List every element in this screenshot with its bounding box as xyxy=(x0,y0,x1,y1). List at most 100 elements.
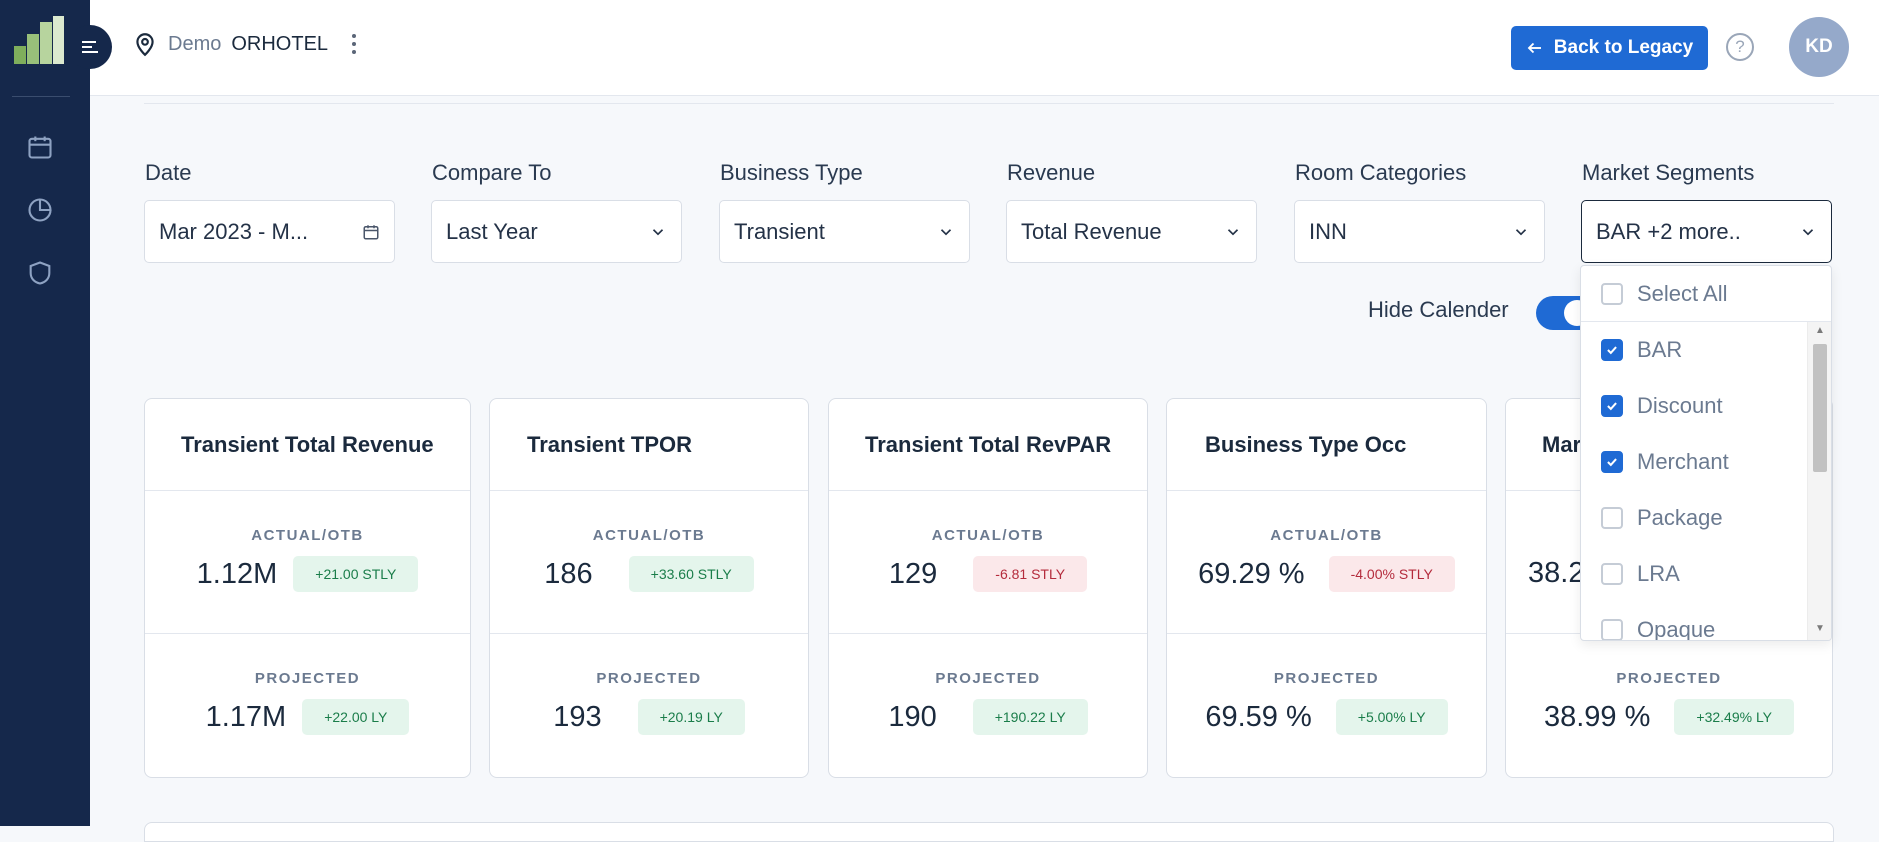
room-categories-select[interactable]: INN xyxy=(1294,200,1545,263)
card-actual-section: ACTUAL/OTB 129 -6.81 STLY xyxy=(829,491,1147,634)
option-label: LRA xyxy=(1637,561,1680,586)
filter-label-date: Date xyxy=(145,160,192,185)
hide-calendar-label: Hide Calender xyxy=(1368,297,1509,322)
option-label: BAR xyxy=(1637,337,1683,362)
pie-chart-icon xyxy=(28,198,52,222)
actual-delta-badge: +33.60 STLY xyxy=(628,556,754,592)
card-projected-section: PROJECTED 69.59 % +5.00% LY xyxy=(1167,634,1486,777)
bottom-panel xyxy=(144,822,1834,842)
card-title: Transient Total RevPAR xyxy=(829,399,1147,491)
date-range-value: Mar 2023 - M... xyxy=(159,218,309,244)
checkbox[interactable] xyxy=(1601,507,1623,529)
app-logo xyxy=(14,16,64,64)
actual-delta-badge: +21.00 STLY xyxy=(293,556,419,592)
location-pin-icon xyxy=(136,33,154,57)
projected-label: PROJECTED xyxy=(1273,670,1380,687)
dropdown-option-discount[interactable]: Discount xyxy=(1581,378,1807,434)
checkbox[interactable] xyxy=(1601,451,1623,473)
projected-delta-badge: +32.49% LY xyxy=(1674,699,1795,735)
checkbox[interactable] xyxy=(1601,395,1623,417)
check-icon xyxy=(1607,346,1617,355)
kpi-card-occupancy: Business Type Occ ACTUAL/OTB 69.29 % -4.0… xyxy=(1166,398,1487,778)
dropdown-option-select-all[interactable]: Select All xyxy=(1581,266,1831,322)
help-icon[interactable]: ? xyxy=(1726,33,1754,61)
projected-label: PROJECTED xyxy=(254,670,361,687)
hotel-selector[interactable]: Demo ORHOTEL xyxy=(132,30,360,58)
projected-value: 1.17M xyxy=(205,700,287,733)
projected-label: PROJECTED xyxy=(1616,670,1722,687)
card-projected-section: PROJECTED 1.17M +22.00 LY xyxy=(145,634,470,777)
card-title: Transient TPOR xyxy=(490,399,808,491)
compare-to-value: Last Year xyxy=(446,218,538,244)
calendar-icon xyxy=(28,136,52,159)
filter-label-revenue: Revenue xyxy=(1007,160,1096,185)
sidebar-item-security[interactable] xyxy=(24,257,56,289)
sidebar-divider xyxy=(12,96,70,97)
scrollbar-thumb[interactable] xyxy=(1813,344,1827,472)
checkbox[interactable] xyxy=(1601,619,1623,640)
actual-value: 38.2 xyxy=(1528,557,1585,589)
filter-label-compare-to: Compare To xyxy=(432,160,552,185)
business-type-value: Transient xyxy=(734,218,825,244)
arrow-left-icon xyxy=(1527,42,1541,54)
market-segments-dropdown: Select All BAR Discount Merchant Package… xyxy=(1580,265,1832,641)
card-actual-section: ACTUAL/OTB 69.29 % -4.00% STLY xyxy=(1167,491,1486,634)
checkbox[interactable] xyxy=(1601,339,1623,361)
sidebar-item-reports[interactable] xyxy=(24,194,56,226)
section-divider xyxy=(144,103,1834,104)
compare-to-select[interactable]: Last Year xyxy=(431,200,682,263)
card-projected-section: PROJECTED 193 +20.19 LY xyxy=(490,634,808,777)
business-type-select[interactable]: Transient xyxy=(719,200,970,263)
shield-icon xyxy=(29,261,51,285)
date-range-picker[interactable]: Mar 2023 - M... xyxy=(144,200,395,263)
scroll-down-icon[interactable]: ▼ xyxy=(1815,623,1825,634)
checkbox[interactable] xyxy=(1601,282,1623,305)
sidebar-item-calendar[interactable] xyxy=(24,131,56,163)
card-actual-section: ACTUAL/OTB 186 +33.60 STLY xyxy=(490,491,808,634)
projected-value: 69.59 % xyxy=(1205,700,1312,733)
projected-value: 190 xyxy=(888,700,937,733)
card-title: Transient Total Revenue xyxy=(145,399,470,491)
filter-label-market-segments: Market Segments xyxy=(1582,160,1755,185)
revenue-select[interactable]: Total Revenue xyxy=(1006,200,1257,263)
dropdown-option-bar[interactable]: BAR xyxy=(1581,322,1807,378)
actual-delta-badge: -6.81 STLY xyxy=(973,556,1088,592)
back-to-legacy-button[interactable]: Back to Legacy xyxy=(1511,26,1708,70)
chevron-down-icon xyxy=(1227,228,1239,235)
actual-label: ACTUAL/OTB xyxy=(592,527,706,544)
chevron-down-icon xyxy=(940,228,952,235)
hotel-prefix: Demo xyxy=(168,32,222,55)
check-icon xyxy=(1607,458,1617,467)
chevron-down-icon xyxy=(1802,228,1814,235)
filter-label-room-categories: Room Categories xyxy=(1295,160,1467,185)
filter-label-business-type: Business Type xyxy=(720,160,863,185)
checkbox[interactable] xyxy=(1601,563,1623,585)
actual-value: 129 xyxy=(888,557,938,590)
dropdown-option-package[interactable]: Package xyxy=(1581,490,1807,546)
more-options-icon[interactable] xyxy=(348,32,360,56)
market-segments-select[interactable]: BAR +2 more.. xyxy=(1581,200,1832,263)
chevron-down-icon xyxy=(652,228,664,235)
dropdown-option-opaque[interactable]: Opaque xyxy=(1581,602,1807,641)
option-label: Discount xyxy=(1637,393,1723,418)
sidebar xyxy=(0,0,90,826)
chevron-down-icon xyxy=(1515,228,1527,235)
option-label: Opaque xyxy=(1637,617,1716,641)
card-projected-section: PROJECTED 38.99 % +32.49% LY xyxy=(1506,634,1832,777)
projected-label: PROJECTED xyxy=(935,670,1041,687)
menu-toggle-button[interactable] xyxy=(68,25,112,69)
menu-icon xyxy=(82,41,98,53)
dropdown-scrollbar[interactable]: ▲ ▼ xyxy=(1807,322,1831,640)
dropdown-option-merchant[interactable]: Merchant xyxy=(1581,434,1807,490)
scroll-up-icon[interactable]: ▲ xyxy=(1815,325,1825,336)
avatar[interactable]: KD xyxy=(1789,17,1849,77)
dropdown-option-lra[interactable]: LRA xyxy=(1581,546,1807,602)
projected-value: 38.99 % xyxy=(1543,700,1651,733)
calendar-icon xyxy=(363,224,379,239)
actual-label: ACTUAL/OTB xyxy=(931,527,1045,544)
kpi-card-revpar: Transient Total RevPAR ACTUAL/OTB 129 -6.… xyxy=(828,398,1148,778)
actual-value: 1.12M xyxy=(196,557,278,590)
actual-value: 186 xyxy=(544,557,593,590)
projected-delta-badge: +190.22 LY xyxy=(972,699,1088,735)
room-categories-value: INN xyxy=(1309,218,1347,244)
